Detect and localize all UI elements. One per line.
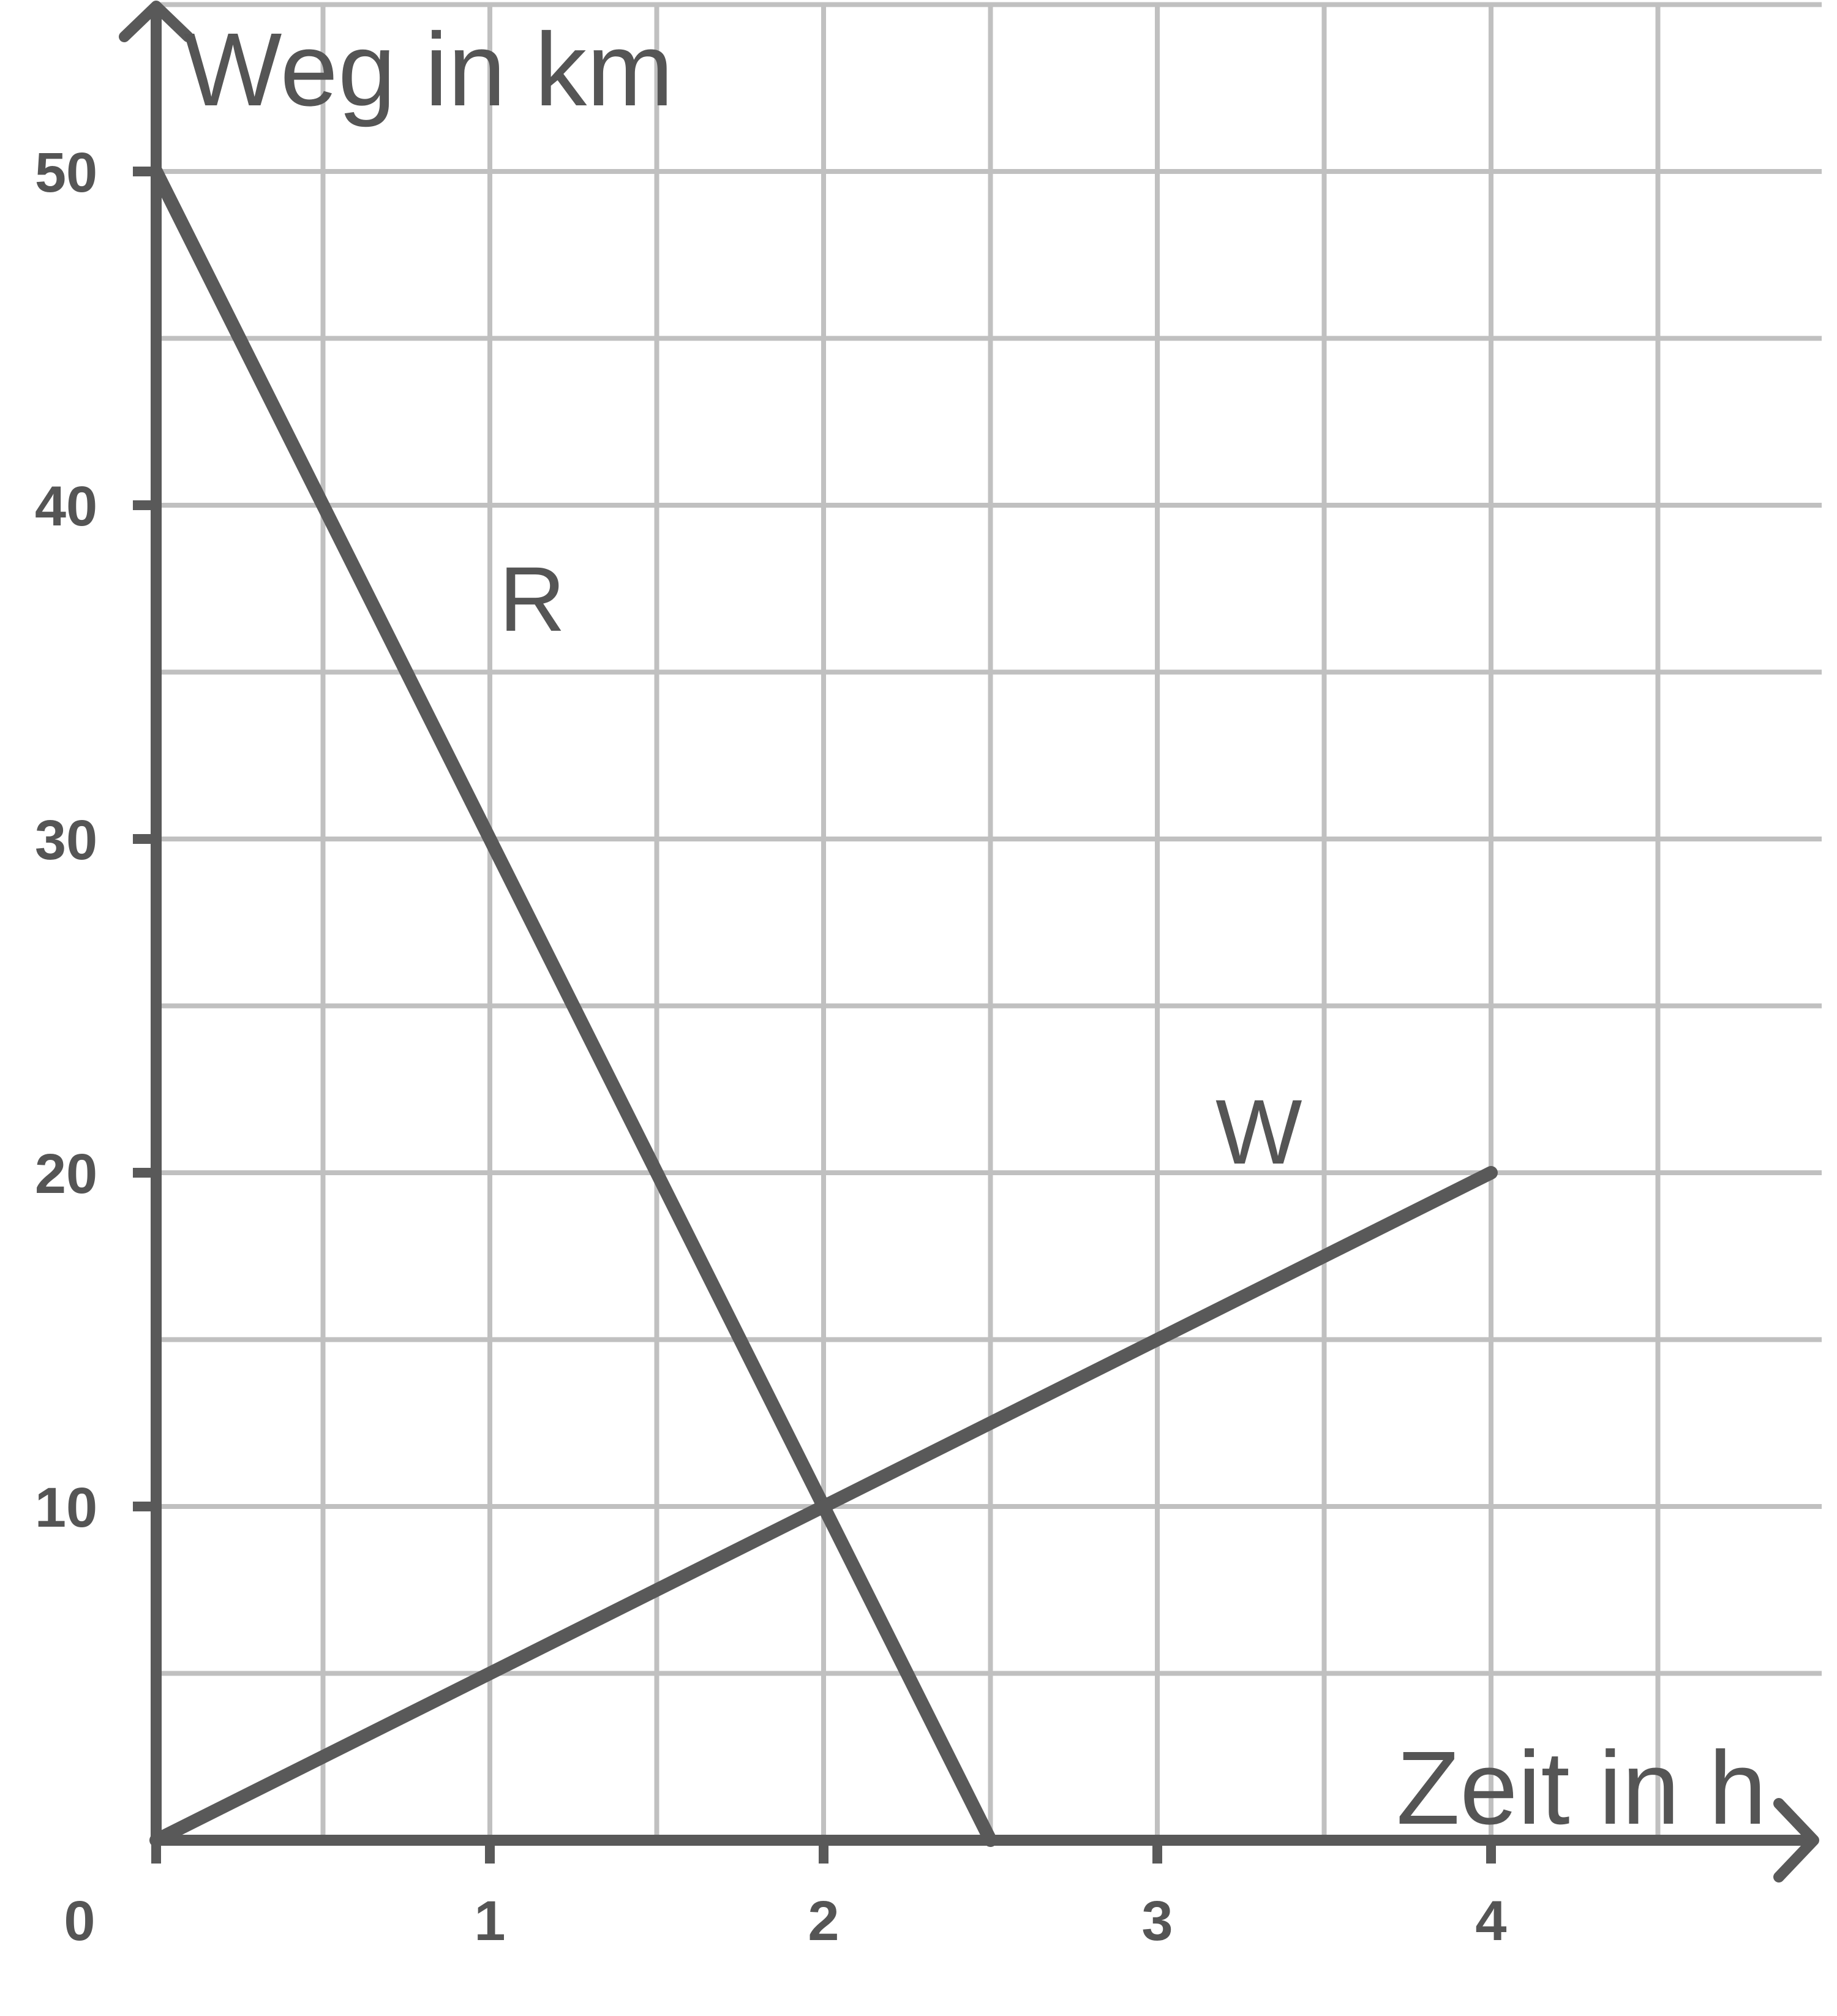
y-tick-label: 20: [35, 1143, 97, 1205]
chart-labels: 1 2 3 4 10 20 30 40 50 0 Weg in km Zeit in h R W: [35, 12, 1767, 1952]
y-tick-label: 50: [35, 141, 97, 204]
series-line-w: [149, 1166, 1498, 1847]
y-axis-arrowhead: [119, 1, 193, 42]
series-label-r: R: [499, 547, 565, 650]
series-label-w: W: [1215, 1080, 1302, 1183]
x-axis-title: Zeit in h: [1396, 1730, 1767, 1846]
x-tick-label: 3: [1141, 1890, 1173, 1952]
chart-axes: [119, 1, 1819, 1882]
origin-label: 0: [64, 1890, 95, 1952]
chart-series: [149, 165, 1498, 1847]
x-tick-label: 1: [474, 1890, 505, 1952]
y-tick-label: 40: [35, 475, 97, 538]
y-axis-title: Weg in km: [184, 12, 674, 128]
series-line-r: [149, 165, 997, 1847]
x-tick-label: 4: [1475, 1890, 1506, 1952]
chart-grid: [156, 2, 1822, 1840]
x-tick-label: 2: [808, 1890, 839, 1952]
y-tick-label: 10: [35, 1476, 97, 1539]
x-axis-arrowhead: [1773, 1798, 1819, 1882]
y-tick-label: 30: [35, 809, 97, 871]
